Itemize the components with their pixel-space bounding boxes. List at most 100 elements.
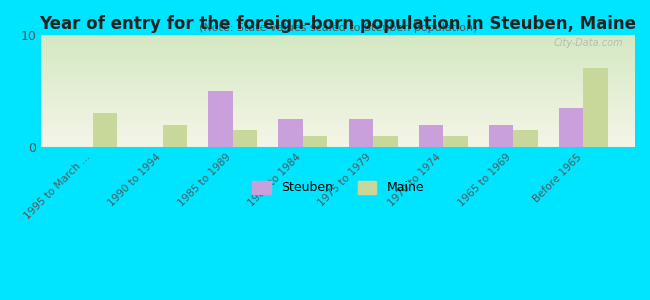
Bar	[41, 102, 635, 103]
Bar	[41, 84, 635, 85]
Bar	[41, 82, 635, 83]
Bar	[41, 119, 635, 120]
Bar	[303, 136, 328, 147]
Bar	[41, 98, 635, 99]
Bar	[41, 133, 635, 134]
Legend: Steuben, Maine: Steuben, Maine	[247, 176, 429, 200]
Bar	[41, 120, 635, 121]
Bar	[41, 94, 635, 95]
Bar	[41, 131, 635, 133]
Bar	[41, 112, 635, 113]
Bar	[41, 67, 635, 68]
Bar	[278, 119, 303, 147]
Bar	[41, 115, 635, 116]
Bar	[41, 134, 635, 135]
Bar	[41, 81, 635, 82]
Bar	[92, 113, 117, 147]
Bar	[41, 60, 635, 62]
Bar	[41, 104, 635, 106]
Bar	[162, 124, 187, 147]
Bar	[41, 106, 635, 108]
Bar	[41, 100, 635, 101]
Bar	[41, 111, 635, 112]
Bar	[419, 124, 443, 147]
Bar	[41, 46, 635, 47]
Bar	[41, 99, 635, 100]
Bar	[41, 121, 635, 122]
Bar	[41, 138, 635, 139]
Bar	[41, 72, 635, 73]
Bar	[41, 56, 635, 57]
Bar	[41, 108, 635, 109]
Bar	[41, 116, 635, 117]
Bar	[41, 124, 635, 126]
Bar	[41, 41, 635, 42]
Bar	[233, 130, 257, 147]
Bar	[443, 136, 468, 147]
Bar	[41, 57, 635, 58]
Bar	[41, 40, 635, 41]
Bar	[41, 129, 635, 130]
Bar	[41, 64, 635, 65]
Bar	[208, 91, 233, 147]
Bar	[41, 36, 635, 37]
Bar	[41, 39, 635, 40]
Bar	[41, 139, 635, 140]
Bar	[41, 109, 635, 110]
Bar	[41, 34, 635, 36]
Bar	[41, 95, 635, 97]
Bar	[41, 76, 635, 77]
Bar	[41, 142, 635, 144]
Bar	[41, 75, 635, 76]
Bar	[41, 51, 635, 52]
Bar	[41, 66, 635, 67]
Bar	[41, 136, 635, 137]
Bar	[41, 63, 635, 64]
Bar	[41, 42, 635, 44]
Bar	[41, 45, 635, 46]
Bar	[41, 55, 635, 56]
Bar	[41, 73, 635, 74]
Bar	[41, 58, 635, 59]
Bar	[41, 92, 635, 93]
Bar	[41, 79, 635, 80]
Bar	[41, 137, 635, 138]
Bar	[41, 101, 635, 102]
Bar	[41, 83, 635, 84]
Text: (Note: State values scaled to Steuben population): (Note: State values scaled to Steuben po…	[199, 23, 477, 33]
Bar	[41, 54, 635, 55]
Bar	[41, 135, 635, 136]
Text: City-Data.com: City-Data.com	[554, 38, 623, 48]
Bar	[41, 49, 635, 50]
Bar	[41, 61, 635, 63]
Bar	[41, 91, 635, 92]
Bar	[41, 110, 635, 111]
Bar	[41, 126, 635, 127]
Bar	[41, 127, 635, 128]
Bar	[41, 37, 635, 38]
Bar	[41, 52, 635, 54]
Bar	[41, 103, 635, 104]
Bar	[41, 59, 635, 60]
Bar	[41, 50, 635, 51]
Bar	[41, 47, 635, 48]
Bar	[41, 93, 635, 94]
Bar	[41, 44, 635, 45]
Bar	[41, 77, 635, 79]
Bar	[41, 38, 635, 39]
Bar	[41, 88, 635, 90]
Bar	[348, 119, 373, 147]
Bar	[41, 118, 635, 119]
Bar	[559, 108, 584, 147]
Bar	[41, 146, 635, 147]
Bar	[373, 136, 398, 147]
Bar	[489, 124, 514, 147]
Bar	[41, 68, 635, 70]
Bar	[41, 85, 635, 86]
Bar	[41, 128, 635, 129]
Bar	[41, 145, 635, 146]
Bar	[514, 130, 538, 147]
Bar	[41, 130, 635, 131]
Title: Year of entry for the foreign-born population in Steuben, Maine: Year of entry for the foreign-born popul…	[40, 15, 636, 33]
Bar	[41, 65, 635, 66]
